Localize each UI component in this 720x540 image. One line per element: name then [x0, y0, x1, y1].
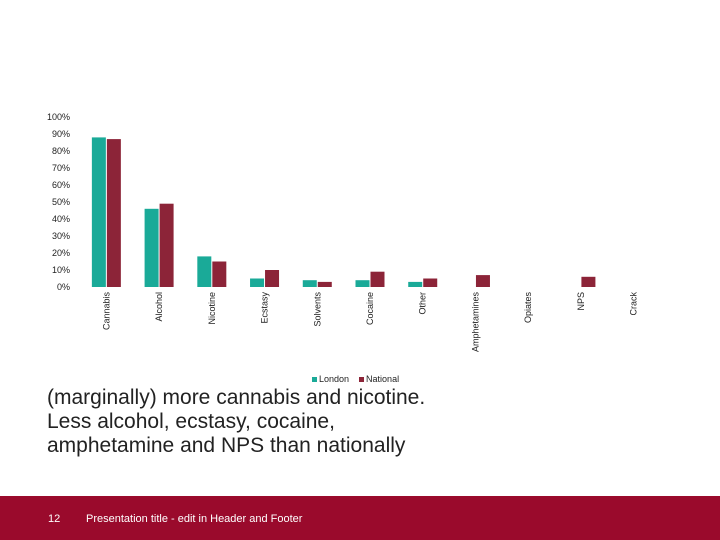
chart-legend: London National	[312, 374, 405, 384]
legend-label-national: National	[366, 374, 400, 384]
y-tick-label: 10%	[52, 265, 70, 275]
slide-caption: (marginally) more cannabis and nicotine.…	[47, 386, 426, 457]
y-tick-label: 40%	[52, 214, 70, 224]
legend-item-national: National	[359, 374, 399, 384]
x-category-label: Ecstasy	[260, 292, 270, 324]
y-tick-label: 90%	[52, 129, 70, 139]
bar-national-solvents	[317, 281, 332, 287]
y-tick-label: 30%	[52, 231, 70, 241]
legend-item-london: London	[312, 374, 349, 384]
legend-swatch-london	[312, 376, 317, 382]
y-tick-label: 100%	[47, 112, 70, 122]
x-category-label: Alcohol	[154, 292, 164, 322]
x-category-label: Cocaine	[365, 292, 375, 325]
bar-london-ecstasy	[250, 278, 265, 287]
page-number: 12	[48, 513, 61, 525]
bar-chart: 0% 10% 20% 30% 40% 50% 60% 70% 80% 90% 100% Cannabi…	[47, 112, 639, 353]
bar-london-solvents	[302, 280, 317, 287]
x-category-label: Crack	[629, 292, 639, 316]
footer-bar: 12 Presentation title - edit in Header a…	[0, 496, 720, 540]
y-tick-label: 80%	[52, 146, 70, 156]
bar-london-nicotine	[197, 256, 212, 287]
footer-text: Presentation title - edit in Header and …	[86, 513, 303, 525]
bar-national-ecstasy	[265, 270, 280, 287]
y-tick-label: 70%	[52, 163, 70, 173]
x-category-label: Solvents	[312, 292, 322, 327]
y-tick-label: 20%	[52, 248, 70, 258]
legend-label-london: London	[319, 374, 350, 384]
bar-national-other	[423, 278, 438, 287]
bar-london-alcohol	[144, 208, 159, 287]
bar-national-cannabis	[106, 139, 121, 287]
y-tick-label: 0%	[57, 282, 70, 292]
bar-national-amphetamines	[475, 275, 490, 287]
y-tick-label: 60%	[52, 180, 70, 190]
bar-london-cannabis	[91, 137, 106, 287]
bar-national-cocaine	[370, 271, 385, 287]
x-category-label: Nicotine	[207, 292, 217, 325]
x-category-label: Amphetamines	[470, 292, 480, 353]
bar-london-cocaine	[355, 280, 370, 287]
x-category-label: NPS	[576, 292, 586, 311]
x-category-label: Opiates	[523, 292, 533, 324]
bar-national-nicotine	[212, 261, 227, 287]
x-category-label: Cannabis	[101, 292, 111, 331]
y-tick-label: 50%	[52, 197, 70, 207]
bar-london-other	[408, 281, 423, 287]
bar-national-alcohol	[159, 203, 174, 287]
x-category-label: Other	[418, 292, 428, 315]
legend-swatch-national	[359, 376, 365, 382]
bar-national-nps	[581, 276, 596, 287]
